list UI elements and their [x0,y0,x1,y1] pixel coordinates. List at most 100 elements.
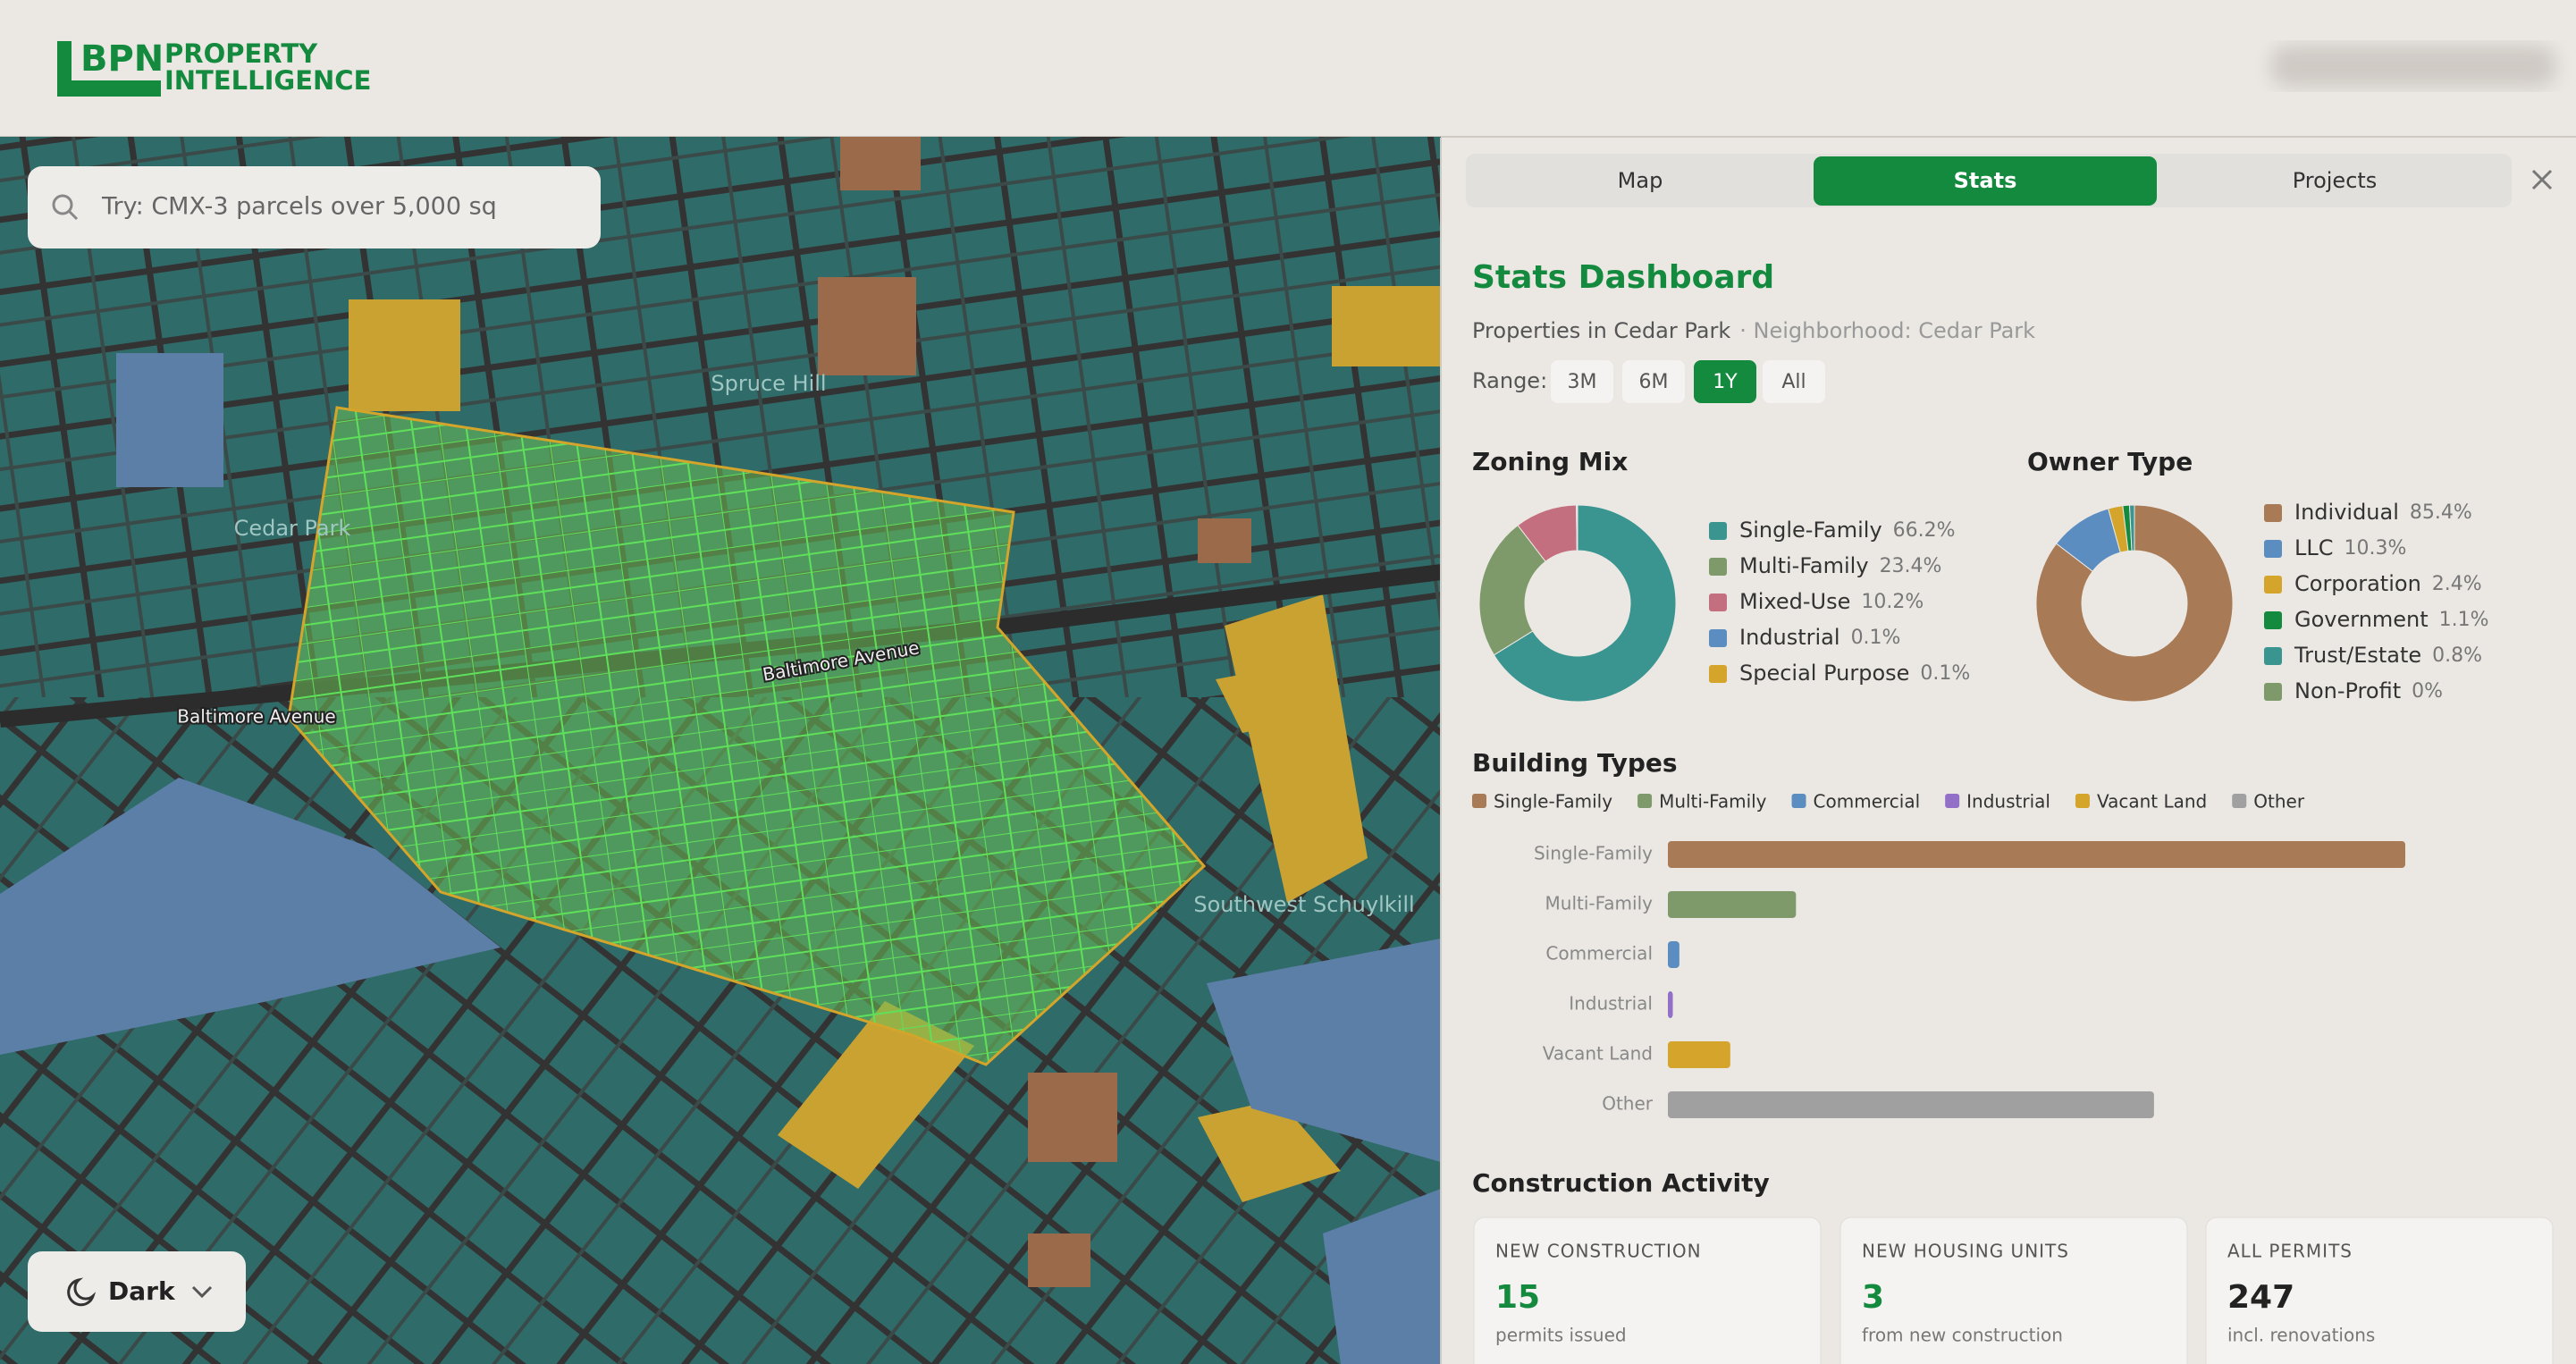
tab[interactable]: Projects [2293,168,2378,193]
legend-swatch [1637,794,1653,808]
zone-patch [1198,1099,1341,1202]
legend-label: Special Purpose [1739,661,1909,686]
bar[interactable] [1668,1041,1730,1068]
range-label[interactable]: 3M [1568,371,1597,393]
map-label: Baltimore Avenue [177,706,335,728]
card-note: incl. renovations [2227,1325,2375,1346]
legend-label: LLC [2294,535,2334,560]
moon-icon [67,1277,97,1307]
legend-label: Non-Profit [2294,678,2401,703]
bar[interactable] [1668,991,1673,1018]
logo-icon[interactable] [57,41,161,97]
legend-label: Government [2294,607,2429,632]
bar-label: Single-Family [1534,843,1653,864]
legend-value: 10.3% [2344,537,2407,560]
card-note: from new construction [1862,1325,2063,1346]
close-button[interactable] [2531,169,2553,190]
map-label: Southwest Schuylkill [1193,892,1414,917]
donut-segment[interactable] [1493,504,1677,703]
legend-swatch [1709,629,1727,647]
legend-label: Multi-Family [1739,553,1869,578]
card-label: ALL PERMITS [2227,1241,2353,1262]
legend-label: Industrial [1966,791,2050,813]
zone-patch [116,353,223,487]
donut-segment[interactable] [2035,504,2234,703]
legend-label: Other [2253,791,2305,813]
legend-swatch [2264,540,2282,558]
range-button[interactable] [1551,360,1613,403]
range-button[interactable] [1622,360,1685,403]
range-button[interactable] [1763,360,1825,403]
logo-mark[interactable]: BPN [80,38,164,80]
bar-label: Vacant Land [1543,1043,1653,1065]
tab-active[interactable] [1814,156,2157,206]
zone-patch [1198,518,1251,563]
zone-patch [840,137,921,190]
legend-swatch [2075,794,2090,808]
legend-value: 0.1% [1851,627,1901,649]
search-icon [52,194,73,215]
dashboard-title: Stats Dashboard [1472,259,1774,296]
legend-swatch [1709,594,1727,611]
range-label: Range: [1472,368,1547,393]
legend-label: Multi-Family [1659,791,1767,813]
zone-patch [1028,1233,1090,1287]
legend-value: 23.4% [1880,555,1942,577]
logo-line[interactable]: PROPERTY [164,38,318,69]
search-icon [67,209,79,221]
legend-label: Vacant Land [2097,791,2207,813]
bar-label: Multi-Family [1545,893,1654,914]
zone-patch [778,1001,974,1189]
chart-title: Building Types [1472,748,1678,778]
legend-swatch [2232,794,2247,808]
donut-segment[interactable] [1576,504,1578,551]
zone-patch [1216,666,1323,733]
section-title: Construction Activity [1472,1168,1770,1198]
subtitle-note: · Neighborhood: Cedar Park [1739,318,2035,343]
bar[interactable] [1668,891,1797,918]
user-menu[interactable] [2270,45,2556,88]
card-value: 3 [1862,1279,1884,1316]
zone-patch [1332,286,1441,366]
map[interactable]: Spruce Hill Cedar Park Baltimore Avenue … [0,137,1441,1364]
bar[interactable] [1668,941,1679,968]
chevron [191,1285,213,1299]
range-label[interactable]: 6M [1639,371,1669,393]
legend-value: 1.1% [2439,609,2489,631]
legend-swatch [2264,683,2282,701]
neighborhood-selection[interactable] [287,406,1207,1066]
zone-patch [1028,1073,1117,1162]
legend-swatch [2264,611,2282,629]
card-label: NEW CONSTRUCTION [1495,1241,1702,1262]
bar[interactable] [1668,841,2405,868]
legend-value: 0% [2412,680,2443,703]
range-label[interactable]: All [1781,371,1806,393]
zone-patch [818,277,916,375]
legend-swatch [2264,647,2282,665]
card-value: 15 [1495,1279,1540,1316]
stats-panel [1441,138,2576,1364]
theme-toggle[interactable] [28,1251,246,1332]
legend-swatch [2264,576,2282,594]
bar[interactable] [1668,1091,2154,1118]
charts: Zoning Mix Single-Family 66.2% Multi-Family… [1472,447,2489,1118]
header [0,0,2576,137]
tab[interactable]: Map [1618,168,1663,193]
legend-swatch [1472,794,1486,808]
search-placeholder[interactable]: Try: CMX-3 parcels over 5,000 sq [101,193,497,221]
theme-label[interactable]: Dark [108,1276,176,1306]
map-label: Spruce Hill [711,371,826,396]
zone-patch [0,778,501,1055]
legend-value: 85.4% [2410,501,2472,524]
search-box[interactable] [28,166,601,248]
card-note: permits issued [1495,1325,1627,1346]
tab[interactable]: Stats [1954,168,2017,193]
legend-value: 0.8% [2432,644,2482,667]
range-button[interactable] [1694,360,1756,403]
bar-label: Industrial [1569,993,1653,1015]
logo-line[interactable]: INTELLIGENCE [164,65,371,96]
legend-value: 2.4% [2432,573,2482,595]
donut-segment[interactable] [1478,524,1546,656]
range-label[interactable]: 1Y [1713,371,1738,393]
